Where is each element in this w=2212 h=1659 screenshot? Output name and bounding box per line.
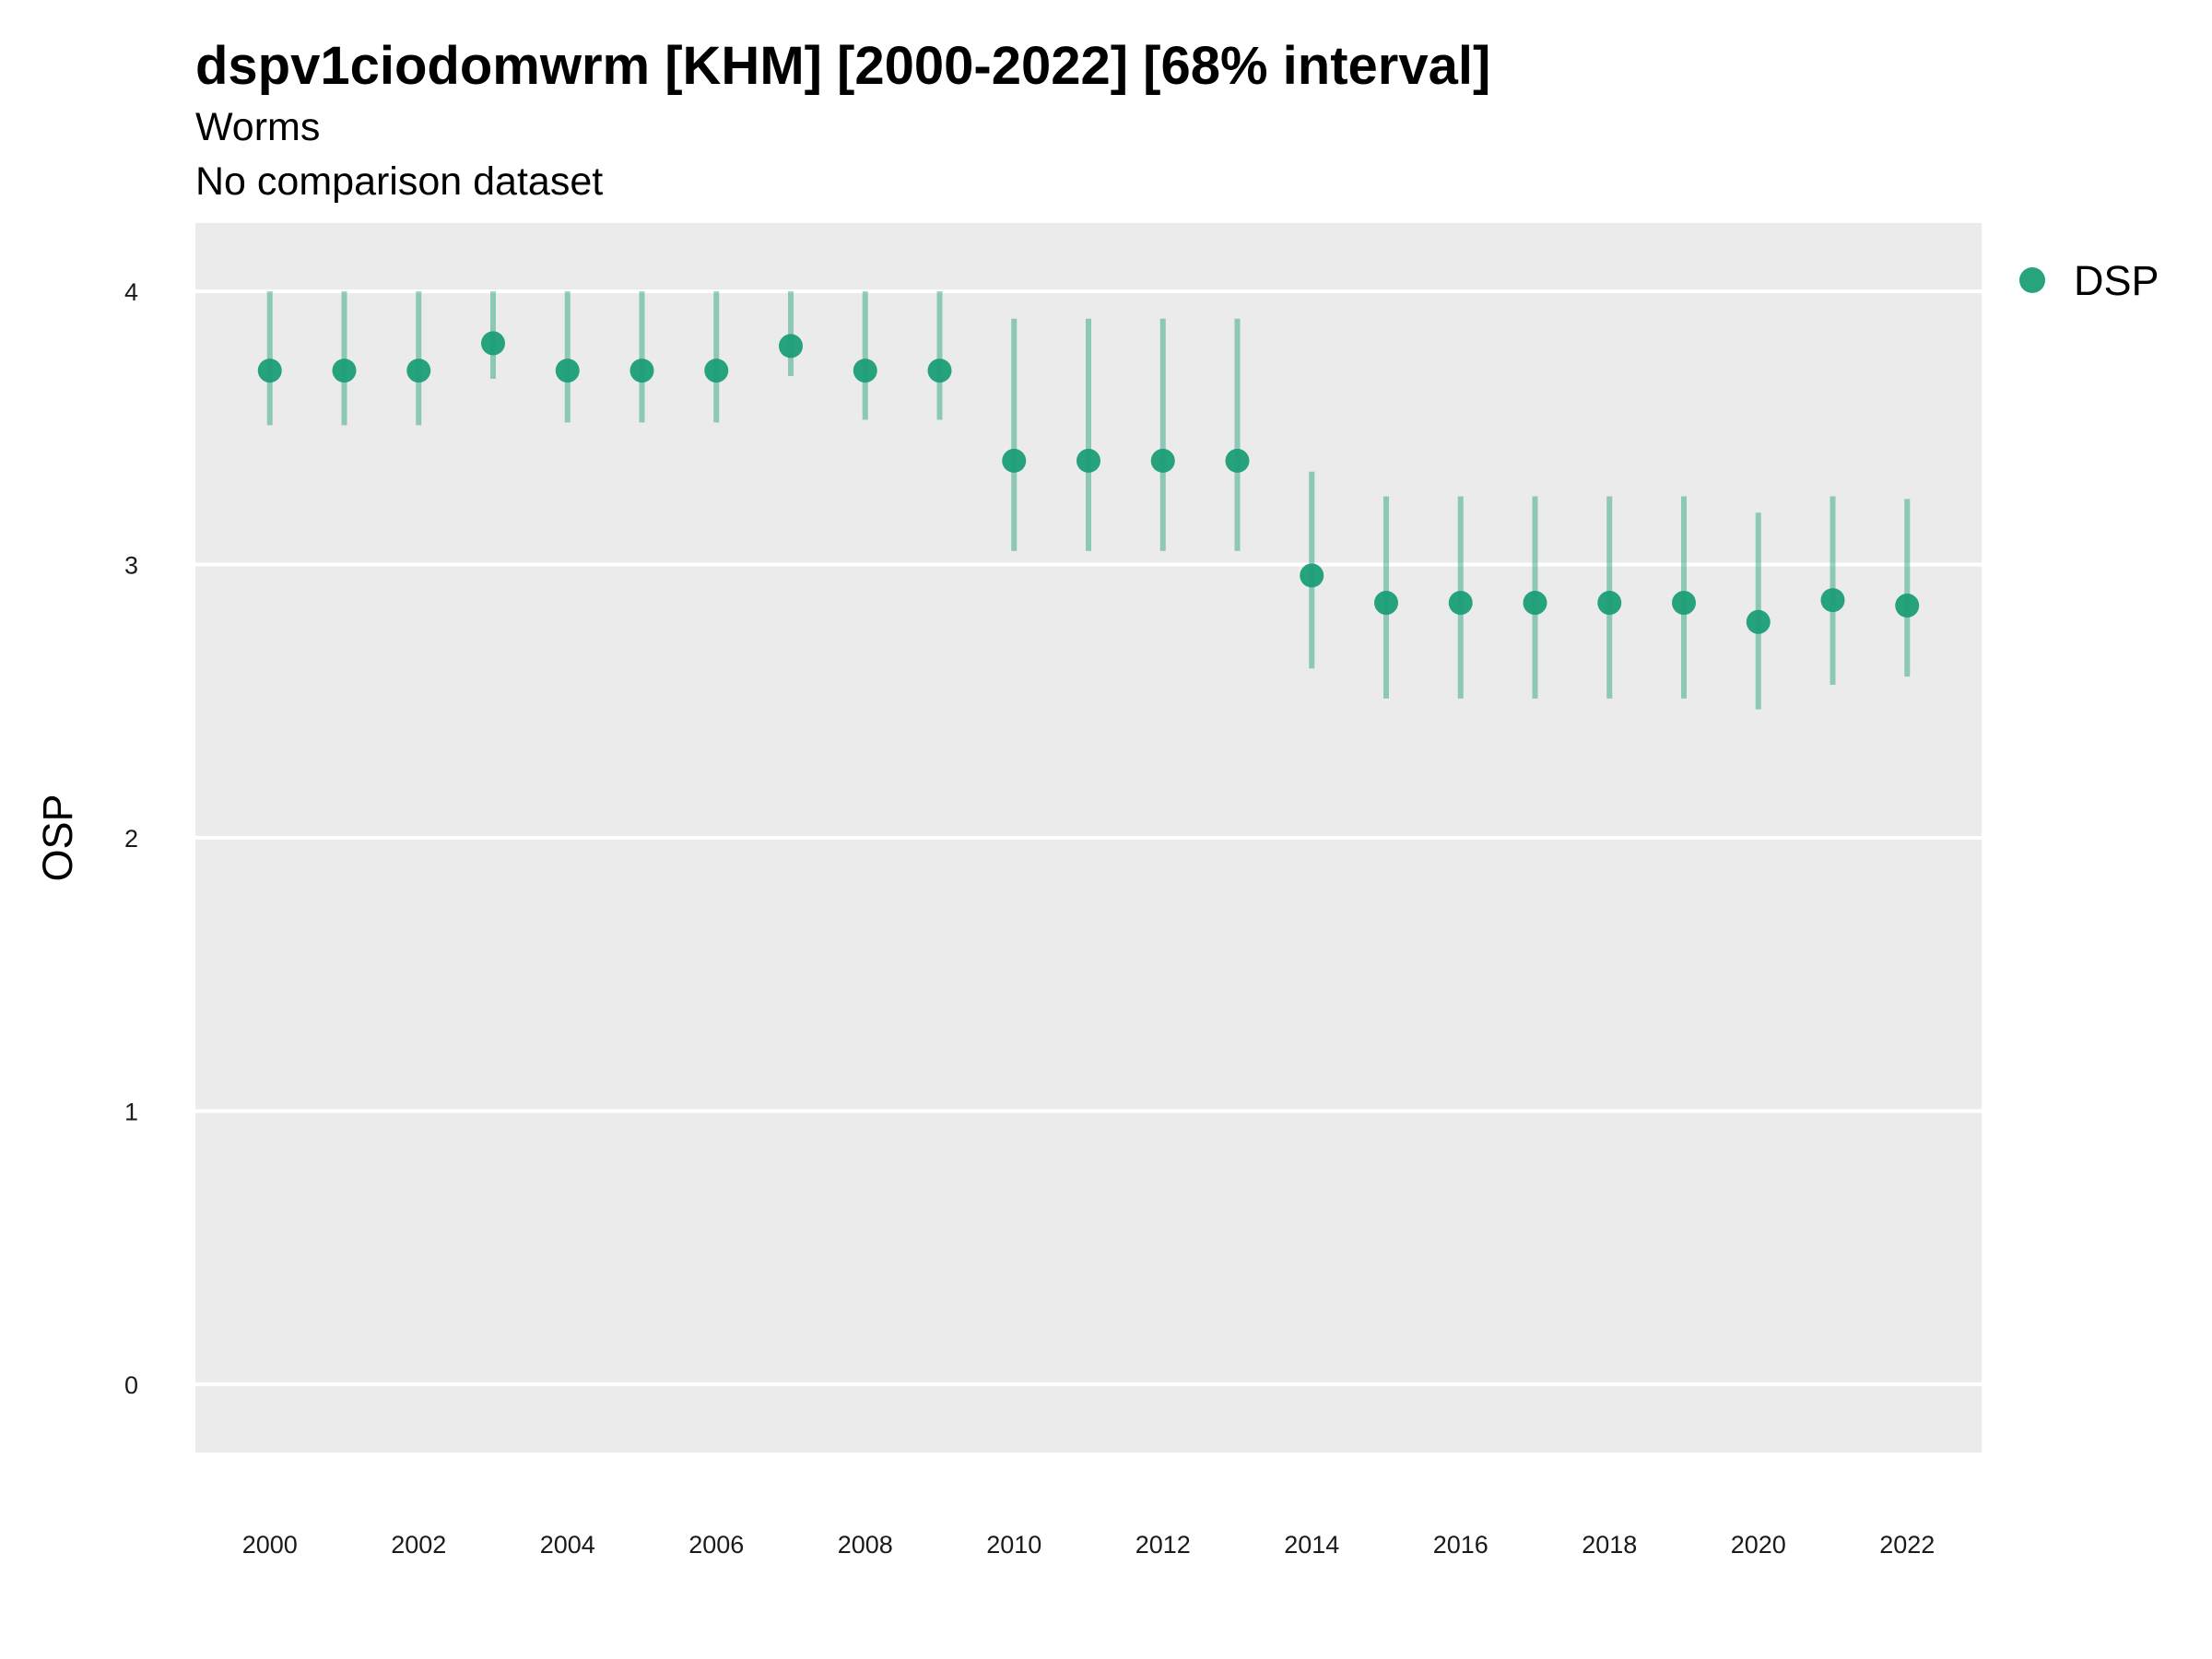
data-point: [1374, 591, 1398, 616]
y-tick-label: 4: [124, 278, 138, 306]
data-point: [406, 359, 431, 383]
data-point: [704, 359, 729, 383]
data-point: [555, 359, 580, 383]
x-tick-label: 2002: [391, 1531, 446, 1559]
gridlines: [195, 289, 1982, 1386]
data-point: [853, 359, 877, 383]
x-tick-label: 2022: [1879, 1531, 1935, 1559]
chart-subtitle: Worms: [195, 105, 321, 149]
data-point: [1746, 609, 1771, 634]
x-tick-label: 2004: [540, 1531, 595, 1559]
y-axis-label: OSP: [34, 794, 81, 881]
data-point: [1002, 448, 1027, 473]
data-point: [257, 359, 282, 383]
x-tick-label: 2010: [986, 1531, 1041, 1559]
x-tick-labels: 2000 2002 2004 2006 2008 2010 2012 2014 2016 2018…: [242, 1531, 1936, 1559]
y-tick-label: 1: [124, 1098, 138, 1125]
data-point: [779, 334, 803, 359]
data-point: [1597, 591, 1622, 616]
legend: DSP: [2019, 257, 2159, 304]
data-point: [1300, 563, 1324, 588]
series-dsp: [257, 291, 1920, 710]
x-tick-label: 2018: [1582, 1531, 1637, 1559]
legend-label: DSP: [2074, 257, 2159, 304]
y-tick-labels: 0 1 2 3 4: [124, 278, 138, 1399]
data-point: [1523, 591, 1547, 616]
data-point: [1448, 591, 1473, 616]
chart-caption: No comparison dataset: [195, 159, 604, 204]
y-tick-label: 2: [124, 825, 138, 853]
data-point: [1150, 448, 1175, 473]
data-point: [1225, 448, 1250, 473]
data-point: [1820, 588, 1845, 613]
data-point: [481, 331, 505, 356]
data-point: [927, 359, 952, 383]
x-tick-label: 2020: [1731, 1531, 1786, 1559]
y-tick-label: 0: [124, 1371, 138, 1399]
chart-title: dspv1ciodomwrm [KHM] [2000-2022] [68% in…: [195, 36, 1491, 96]
data-point: [1672, 591, 1696, 616]
data-point: [629, 359, 654, 383]
x-tick-label: 2016: [1433, 1531, 1488, 1559]
x-tick-label: 2006: [688, 1531, 744, 1559]
data-point: [332, 359, 357, 383]
x-tick-label: 2012: [1135, 1531, 1191, 1559]
data-point: [1895, 594, 1920, 618]
y-tick-label: 3: [124, 552, 138, 580]
x-tick-label: 2008: [838, 1531, 893, 1559]
x-tick-label: 2000: [242, 1531, 298, 1559]
legend-key: [2019, 267, 2045, 293]
series-layer: [257, 291, 1920, 710]
x-tick-label: 2014: [1284, 1531, 1339, 1559]
data-point: [1077, 448, 1100, 473]
